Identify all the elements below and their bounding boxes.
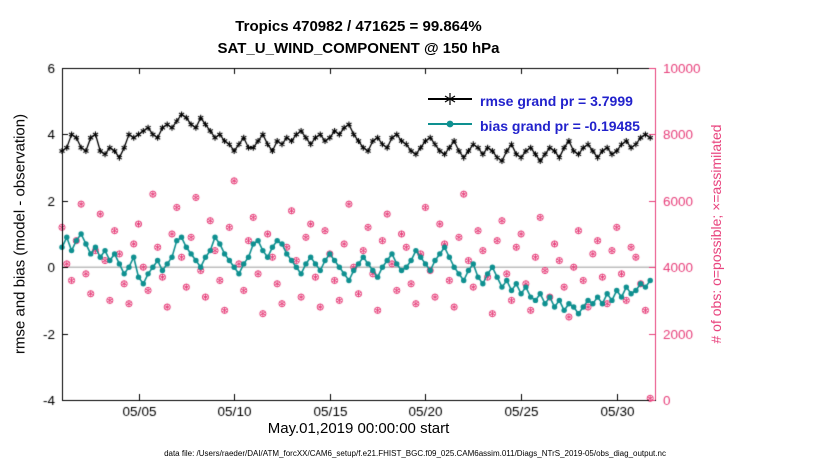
x-axis-label: May.01,2019 00:00:00 start [267,420,450,437]
right-axis-label: # of obs: o=possible; ×=assimilated [708,124,724,344]
chart-title-ratio: Tropics 470982 / 471625 = 99.864% [235,18,482,35]
rmse-legend-swatch [428,91,472,112]
legend-item-bias: bias grand pr = -0.19485 [428,115,640,137]
bias-legend-swatch [428,116,472,137]
data-file-caption: data file: /Users/raeder/DAI/ATM_forcXX/… [164,449,666,458]
legend: rmse grand pr = 3.7999 bias grand pr = -0… [428,90,640,137]
rmse-legend-label: rmse grand pr = 3.7999 [480,93,633,109]
legend-item-rmse: rmse grand pr = 3.7999 [428,90,640,112]
bias-legend-label: bias grand pr = -0.19485 [480,118,640,134]
chart-title-variable: SAT_U_WIND_COMPONENT @ 150 hPa [217,40,500,57]
left-axis-label: rmse and bias (model - observation) [11,113,29,355]
